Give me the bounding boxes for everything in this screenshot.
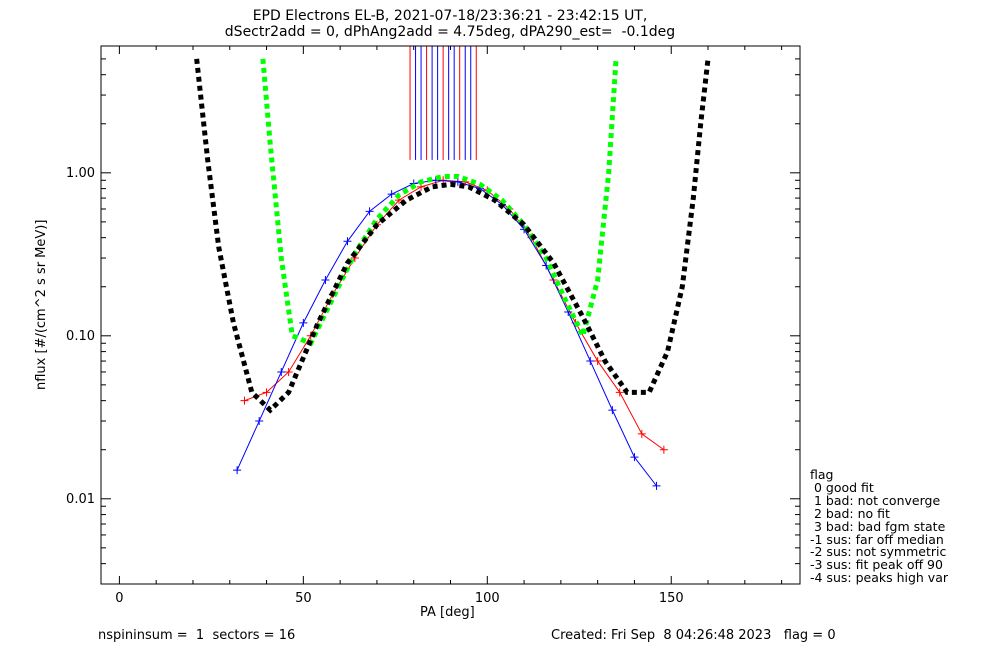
blue-flux-point (630, 453, 639, 462)
red-flux-point (262, 388, 271, 397)
pa-spikes-group (409, 46, 477, 160)
legend-item-bad-fgm: 3 bad: bad fgm state (810, 518, 946, 534)
legend-item-not-symmetric: -2 sus: not symmetric (810, 544, 947, 560)
blue-flux-point (343, 237, 352, 246)
red-flux-point (593, 357, 602, 366)
red-flux-point (659, 445, 668, 454)
blue-flux-point (586, 357, 595, 366)
legend-item-not-converge: 1 bad: not converge (810, 492, 941, 508)
blue-flux-point (255, 417, 264, 426)
blue-flux-point (233, 466, 242, 475)
blue-flux-line (236, 179, 657, 487)
blue-flux-point (652, 481, 661, 490)
chart-title-line-2: dSectr2add = 0, dPhAng2add = 4.75deg, dP… (224, 24, 676, 40)
plot-frame (100, 45, 801, 585)
blue-flux-point (277, 367, 286, 376)
x-axis-label: PA [deg] (420, 605, 475, 620)
legend-item-far-off-median: -1 sus: far off median (810, 531, 944, 547)
x-tick-label: 50 (295, 591, 312, 606)
legend-item-peaks-high-var: -4 sus: peaks high var (810, 570, 949, 586)
blue-flux-point (431, 176, 440, 185)
green-fit-curve (260, 58, 619, 347)
flag-legend: flag 0 good fit 1 bad: not converge 2 ba… (810, 467, 949, 586)
red-flux-line (244, 179, 665, 451)
blue-flux-point (321, 275, 330, 284)
legend-item-good-fit: 0 good fit (810, 479, 874, 495)
x-tick-label: 150 (659, 591, 684, 606)
y-axis-label: nflux [#/(cm^2 s sr MeV)] (34, 219, 49, 390)
legend-title: flag (810, 467, 834, 482)
y-tick-label: 0.01 (66, 492, 95, 507)
axes-group (100, 45, 801, 585)
x-tick-label: 100 (475, 591, 500, 606)
red-flux-point (284, 367, 293, 376)
ticks-group: 0 50 100 150 0.01 0.10 1.00 (66, 45, 800, 606)
y-tick-label: 0.10 (66, 329, 95, 344)
blue-flux-point (608, 406, 617, 415)
chart-title-line-1: EPD Electrons EL-B, 2021-07-18/23:36:21 … (252, 8, 648, 24)
footer-sector-info: nspininsum = 1 sectors = 16 (98, 628, 296, 643)
red-flux-point (240, 396, 249, 405)
black-fit-curve (194, 58, 711, 414)
fit-curves-group (194, 58, 711, 414)
x-tick-label: 0 (115, 591, 123, 606)
y-tick-label: 1.00 (66, 166, 95, 181)
red-flux-point (637, 429, 646, 438)
footer-created-info: Created: Fri Sep 8 04:26:48 2023 flag = … (551, 628, 836, 643)
legend-item-fit-peak-off: -3 sus: fit peak off 90 (810, 557, 943, 573)
blue-flux-point (387, 190, 396, 199)
legend-item-no-fit: 2 bad: no fit (810, 505, 890, 521)
red-flux-point (615, 388, 624, 397)
blue-flux-point (453, 177, 462, 186)
blue-flux-point (299, 318, 308, 327)
blue-flux-point (365, 207, 374, 216)
